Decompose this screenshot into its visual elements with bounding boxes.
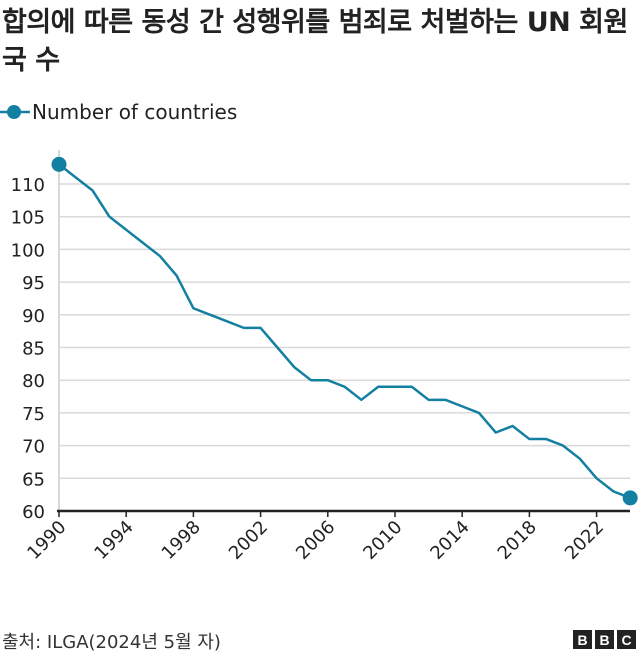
- y-tick-label: 90: [22, 306, 45, 327]
- x-tick-label: 2010: [359, 517, 406, 564]
- x-tick-label: 1994: [90, 517, 137, 564]
- legend: Number of countries: [0, 100, 237, 124]
- data-point: [622, 490, 638, 506]
- y-tick-label: 110: [11, 175, 45, 196]
- y-tick-label: 100: [11, 240, 45, 261]
- legend-label: Number of countries: [32, 100, 238, 124]
- data-point: [51, 156, 67, 172]
- x-tick-label: 1990: [23, 517, 70, 564]
- x-tick-label: 2018: [494, 517, 541, 564]
- series-line: [58, 163, 631, 500]
- y-tick-label: 75: [22, 404, 45, 425]
- chart-title: 합의에 따른 동성 간 성행위를 범죄로 처벌하는 UN 회원국 수: [2, 7, 628, 76]
- x-tick-label: 2022: [561, 517, 608, 564]
- y-tick-label: 80: [22, 371, 45, 392]
- y-tick-label: 70: [22, 437, 45, 458]
- y-tick-label: 105: [11, 208, 45, 229]
- x-tick-label: 2014: [426, 517, 473, 564]
- y-tick-label: 65: [22, 469, 45, 490]
- x-tick-label: 2002: [225, 517, 272, 564]
- y-tick-label: 60: [22, 502, 45, 523]
- x-tick-label: 1998: [158, 517, 205, 564]
- y-tick-label: 85: [22, 339, 45, 360]
- x-tick-label: 2006: [292, 517, 339, 564]
- legend-marker-icon: [0, 105, 30, 119]
- y-tick-label: 95: [22, 273, 45, 294]
- source-note: 출처: ILGA(2024년 5월 자): [2, 632, 221, 653]
- line-chart: 60 65 70 75 80 85 90 95 100 105 110 1990 1994 1998 200…: [11, 150, 638, 564]
